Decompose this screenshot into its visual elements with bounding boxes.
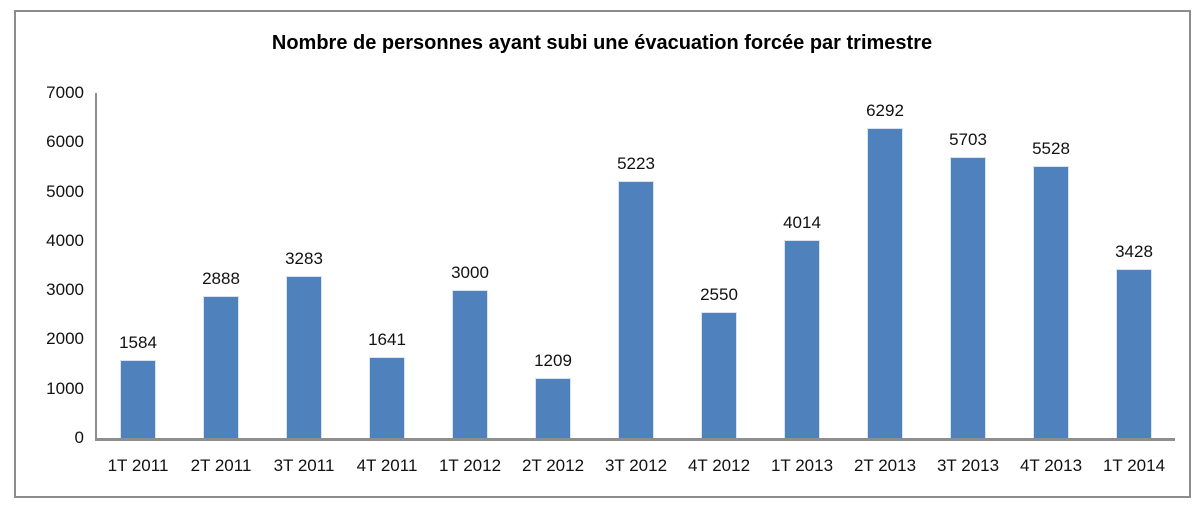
x-tick-label: 1T 2012 bbox=[438, 456, 502, 475]
bar-1t-2014 bbox=[1116, 269, 1152, 438]
bar-value-label: 1209 bbox=[534, 351, 572, 370]
x-tick-label: 2T 2012 bbox=[521, 456, 585, 475]
bar-value-label: 1584 bbox=[119, 333, 157, 352]
y-tick-label: 0 bbox=[74, 428, 84, 447]
bar-1t-2012 bbox=[452, 290, 488, 438]
chart-title: Nombre de personnes ayant subi une évacu… bbox=[271, 32, 933, 54]
bar-value-label: 2550 bbox=[700, 285, 738, 304]
bar-value-label: 4014 bbox=[783, 213, 821, 232]
bar-3t-2011 bbox=[286, 276, 322, 438]
y-tick-label: 2000 bbox=[46, 329, 84, 349]
bar-value-label: 5223 bbox=[617, 154, 655, 173]
x-tick-label: 3T 2013 bbox=[936, 456, 1000, 475]
chart-frame bbox=[14, 10, 1191, 498]
y-tick-label: 3000 bbox=[46, 280, 84, 300]
bar-value-label: 6292 bbox=[866, 101, 904, 120]
x-tick-label: 3T 2012 bbox=[604, 456, 668, 475]
bar-value-label: 3428 bbox=[1115, 242, 1153, 261]
x-tick-label: 1T 2011 bbox=[107, 456, 169, 475]
bar-1t-2011 bbox=[120, 360, 156, 438]
bar-1t-2013 bbox=[784, 240, 820, 438]
x-tick-label: 2T 2013 bbox=[853, 456, 917, 475]
x-tick-label: 2T 2011 bbox=[190, 456, 252, 475]
x-tick-label: 3T 2011 bbox=[273, 456, 335, 475]
y-tick-label: 6000 bbox=[46, 132, 84, 152]
bar-3t-2012 bbox=[618, 181, 654, 438]
x-tick-label: 4T 2011 bbox=[356, 456, 418, 475]
x-tick-label: 4T 2013 bbox=[1019, 456, 1083, 475]
bar-2t-2012 bbox=[535, 378, 571, 438]
bar-value-label: 5703 bbox=[949, 130, 987, 149]
bar-4t-2012 bbox=[701, 312, 737, 438]
bar-value-label: 5528 bbox=[1032, 139, 1070, 158]
y-tick-label: 4000 bbox=[46, 230, 84, 250]
y-tick-label: 1000 bbox=[46, 378, 84, 398]
x-tick-label: 1T 2014 bbox=[1102, 456, 1166, 475]
bar-value-label: 1641 bbox=[368, 330, 406, 349]
x-tick-label: 1T 2013 bbox=[770, 456, 834, 475]
bar-value-label: 3000 bbox=[451, 263, 489, 282]
x-axis-line bbox=[95, 438, 1175, 441]
bar-value-label: 3283 bbox=[285, 249, 323, 268]
bar-value-label: 2888 bbox=[202, 269, 240, 288]
bar-4t-2013 bbox=[1033, 166, 1069, 438]
bar-3t-2013 bbox=[950, 157, 986, 438]
y-tick-label: 5000 bbox=[46, 181, 84, 201]
x-tick-label: 4T 2012 bbox=[687, 456, 751, 475]
y-axis-line bbox=[95, 93, 97, 441]
bar-2t-2013 bbox=[867, 128, 903, 438]
y-tick-label: 7000 bbox=[46, 83, 84, 102]
bar-4t-2011 bbox=[369, 357, 405, 438]
bar-2t-2011 bbox=[203, 296, 239, 438]
